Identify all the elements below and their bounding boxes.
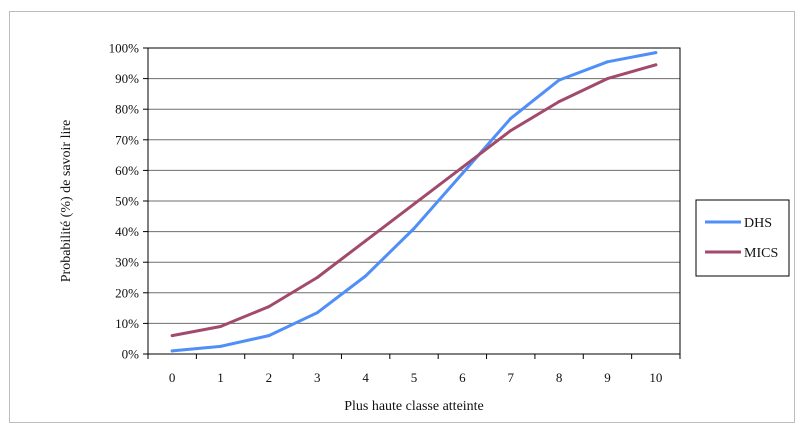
data-point-mics [364, 239, 368, 243]
y-tick-label: 40% [115, 224, 139, 239]
x-tick-label: 2 [266, 370, 273, 385]
data-point-dhs [605, 60, 609, 64]
data-point-mics [605, 77, 609, 81]
series-lines [170, 51, 658, 353]
data-point-dhs [509, 116, 513, 120]
legend-label: DHS [744, 216, 772, 231]
data-point-dhs [654, 51, 658, 55]
y-tick-label: 0% [122, 347, 140, 362]
data-point-mics [315, 276, 319, 279]
x-tick-label: 3 [314, 370, 321, 385]
x-tick-label: 4 [362, 370, 369, 385]
series-line-mics [170, 63, 658, 338]
y-tick-label: 10% [115, 316, 139, 331]
x-tick-label: 8 [556, 370, 563, 385]
data-point-mics [219, 324, 223, 328]
data-point-mics [170, 334, 174, 338]
literacy-line-chart: 0% 10% 20% 30% 40% 50% 60% 70% 80% 90% 100% 0 1 2 3 4 5… [59, 41, 790, 414]
data-point-dhs [315, 311, 319, 315]
data-point-mics [412, 202, 416, 206]
data-point-mics [654, 63, 658, 67]
x-tick-label: 6 [459, 370, 466, 385]
legend-label: MICS [744, 246, 778, 261]
data-point-dhs [557, 78, 561, 82]
data-point-mics [460, 165, 464, 169]
data-point-dhs [364, 274, 368, 278]
legend-box [695, 199, 790, 277]
data-point-dhs [460, 171, 464, 175]
y-tick-label: 100% [109, 41, 140, 56]
gridlines [148, 78, 680, 324]
data-point-mics [267, 305, 271, 309]
data-point-mics [509, 129, 513, 133]
legend: DHS MICS [695, 199, 790, 277]
x-axis-title: Plus haute classe atteinte [344, 399, 484, 414]
y-tick-label: 80% [115, 102, 139, 117]
y-axis-title: Probabilité (%) de savoir lire [59, 120, 74, 283]
y-tick-label: 90% [115, 71, 139, 86]
x-tick-label: 0 [169, 370, 176, 385]
y-tick-label: 70% [115, 132, 139, 147]
x-tick-label: 5 [411, 370, 418, 385]
y-axis-ticks: 0% 10% 20% 30% 40% 50% 60% 70% 80% 90% 100% [109, 41, 148, 362]
data-point-dhs [170, 349, 174, 353]
data-point-dhs [412, 227, 416, 231]
data-point-dhs [219, 344, 223, 348]
chart-frame: 0% 10% 20% 30% 40% 50% 60% 70% 80% 90% 100% 0 1 2 3 4 5… [9, 11, 795, 423]
data-point-mics [557, 100, 561, 104]
series-line-dhs [170, 51, 658, 353]
x-axis-ticks: 0 1 2 3 4 5 6 7 8 9 10 [147, 354, 681, 385]
x-tick-label: 1 [217, 370, 224, 385]
y-tick-label: 50% [115, 194, 139, 209]
y-tick-label: 60% [115, 163, 139, 178]
y-tick-label: 30% [115, 255, 139, 270]
x-tick-label: 10 [649, 370, 662, 385]
x-tick-label: 9 [604, 370, 611, 385]
data-point-dhs [267, 334, 271, 338]
x-tick-label: 7 [507, 370, 514, 385]
y-tick-label: 20% [115, 285, 139, 300]
